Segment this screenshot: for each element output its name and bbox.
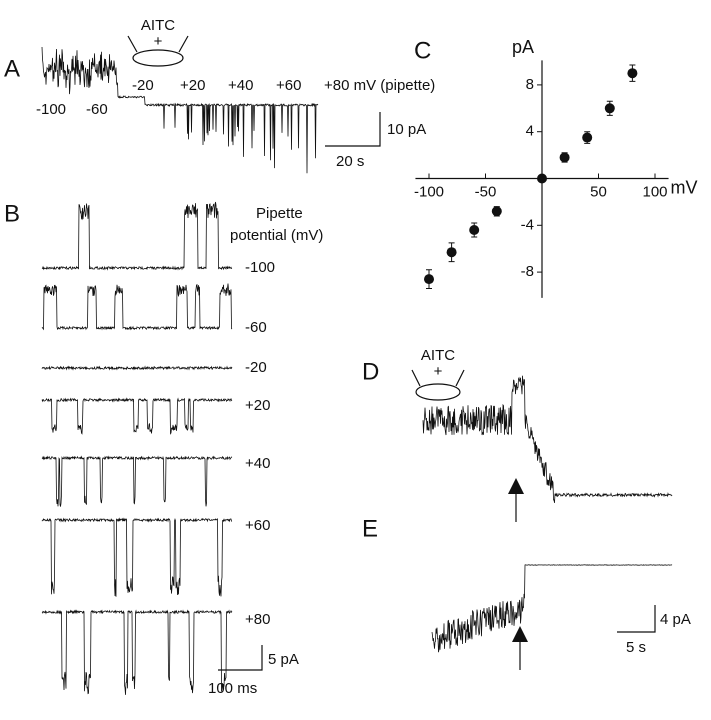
trace-label: +20 (245, 397, 270, 414)
panel-label: B (4, 200, 20, 227)
trace-label: +60 (245, 517, 270, 534)
heading: Pipette (256, 205, 303, 222)
heading: potential (mV) (230, 227, 323, 244)
potential-label: +80 mV (pipette) (324, 77, 435, 94)
trace (41, 365, 233, 371)
potential-label: +60 (276, 77, 301, 94)
trace (41, 455, 233, 507)
potential-label: -100 (36, 101, 66, 118)
trace (41, 609, 233, 695)
scale-label: 100 ms (208, 680, 257, 697)
trace-label: -100 (245, 259, 275, 276)
trace-label: -60 (245, 319, 267, 336)
stimulus-icon (411, 369, 465, 387)
trace-label: -20 (245, 359, 267, 376)
y-axis-label: pA (512, 37, 534, 57)
data-point (469, 224, 480, 235)
potential-label: +40 (228, 77, 253, 94)
y-tick-label: -8 (521, 263, 534, 280)
data-point (424, 274, 434, 285)
data-point (604, 103, 615, 114)
stimulus-icon (415, 383, 461, 401)
trace (41, 517, 233, 597)
data-point (627, 68, 638, 79)
trace (41, 201, 233, 271)
arrow (508, 478, 524, 494)
data-point (559, 152, 570, 163)
trace (41, 283, 233, 331)
data-point (537, 173, 547, 184)
panel-label: A (4, 55, 20, 82)
trace (41, 397, 233, 435)
panel-label: C (414, 37, 431, 64)
stimulus-icon (132, 49, 184, 67)
stimulus-label: AITC (141, 17, 175, 34)
stimulus-label: AITC (421, 347, 455, 364)
stimulus-plus: + (154, 33, 163, 50)
scale-label: 20 s (336, 153, 364, 170)
trace (41, 46, 319, 174)
data-point (582, 132, 593, 143)
scale-label: 10 pA (387, 121, 426, 138)
potential-label: -20 (132, 77, 154, 94)
scale-label: 4 pA (660, 611, 691, 628)
stimulus-icon (127, 35, 189, 53)
trace-label: +80 (245, 611, 270, 628)
scale-label: 5 pA (268, 651, 299, 668)
trace (422, 375, 673, 503)
x-tick-label: 100 (642, 183, 667, 200)
scale-bar (325, 112, 381, 147)
y-tick-label: 8 (526, 76, 534, 93)
x-tick-label: 50 (590, 183, 607, 200)
arrow (512, 626, 528, 642)
data-point (446, 247, 457, 258)
x-tick-label: -100 (414, 183, 444, 200)
panel-label: E (362, 515, 378, 542)
scale-bar (218, 645, 263, 671)
y-tick-label: -4 (521, 216, 534, 233)
x-axis-label: mV (671, 177, 698, 197)
stimulus-plus: + (434, 363, 443, 380)
trace (431, 564, 673, 653)
data-point (491, 206, 502, 217)
scale-bar (617, 605, 656, 633)
x-tick-label: -50 (475, 183, 497, 200)
trace-label: +40 (245, 455, 270, 472)
panel-label: D (362, 358, 379, 385)
potential-label: -60 (86, 101, 108, 118)
potential-label: +20 (180, 77, 205, 94)
y-tick-label: 4 (526, 123, 534, 140)
scale-label: 5 s (626, 639, 646, 656)
